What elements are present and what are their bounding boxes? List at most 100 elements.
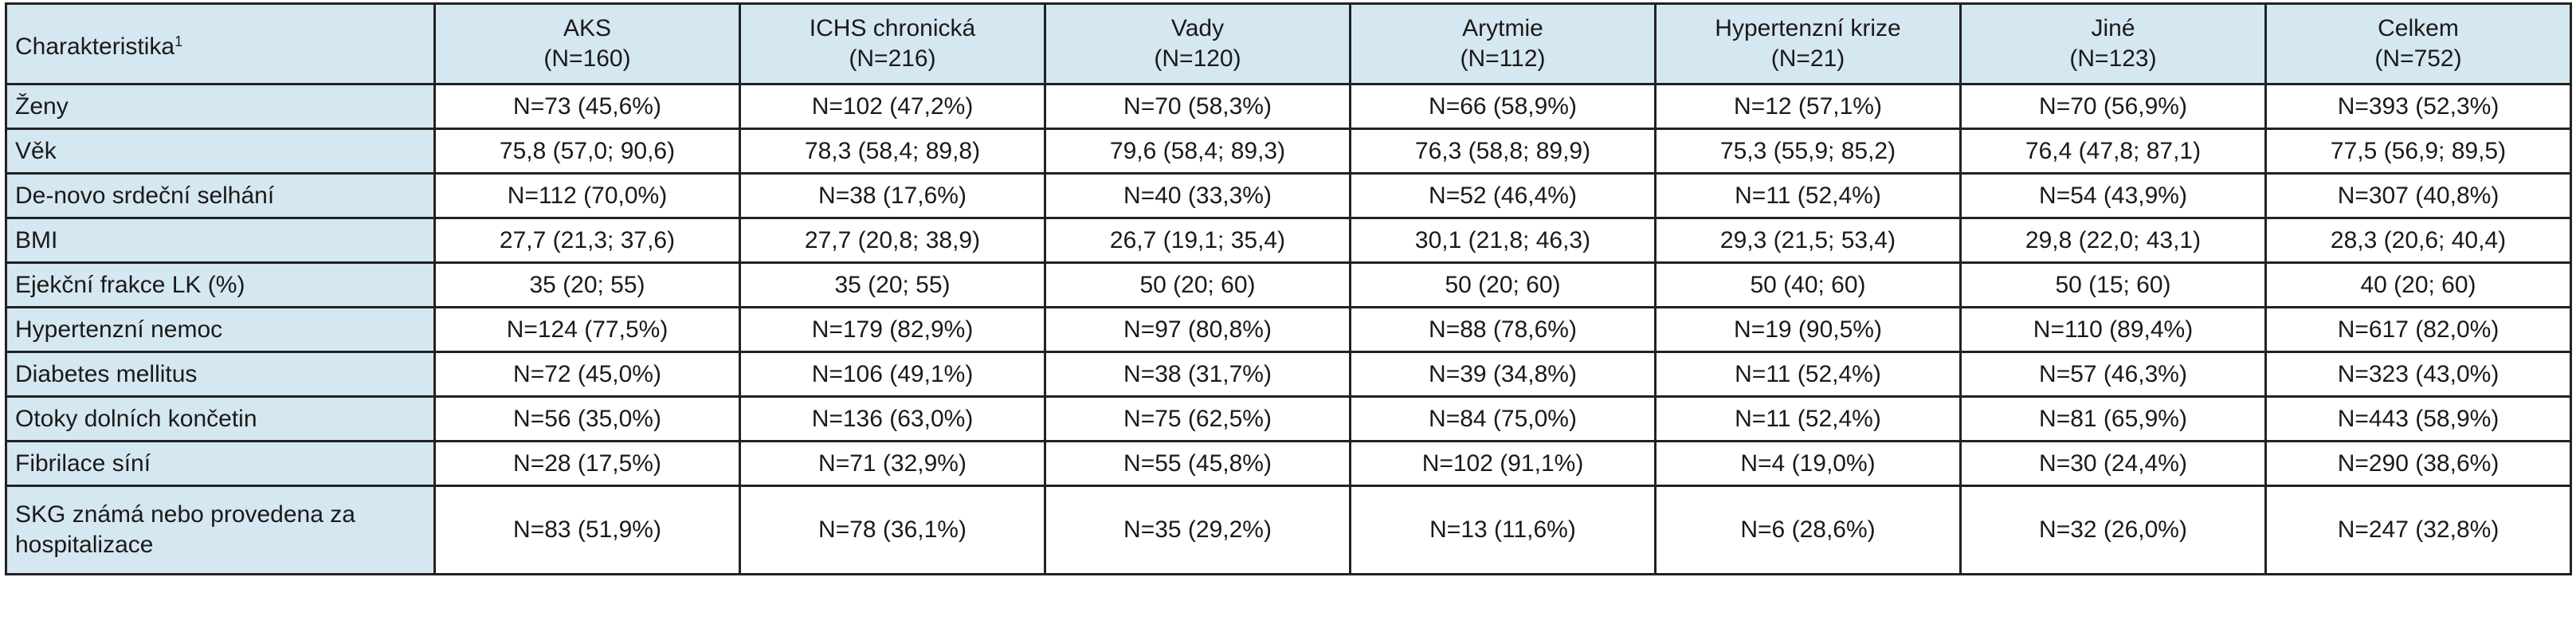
row-label: Věk bbox=[5, 128, 436, 175]
row-label: BMI bbox=[5, 217, 436, 264]
column-header: AKS (N=160) bbox=[433, 2, 741, 85]
table-cell: 35 (20; 55) bbox=[739, 261, 1046, 308]
table-cell: N=35 (29,2%) bbox=[1044, 485, 1351, 575]
row-label: SKG známá nebo provedena za hospitalizac… bbox=[5, 485, 436, 575]
table-cell: N=52 (46,4%) bbox=[1349, 172, 1657, 219]
table-cell: 75,8 (57,0; 90,6) bbox=[433, 128, 741, 175]
table-cell: 28,3 (20,6; 40,4) bbox=[2264, 217, 2572, 264]
table-cell: N=78 (36,1%) bbox=[739, 485, 1046, 575]
table-cell: N=66 (58,9%) bbox=[1349, 83, 1657, 130]
row-label: Diabetes mellitus bbox=[5, 351, 436, 398]
table-cell: 40 (20; 60) bbox=[2264, 261, 2572, 308]
table-cell: 50 (20; 60) bbox=[1349, 261, 1657, 308]
characteristics-table: Charakteristika1 AKS (N=160) ICHS chronic… bbox=[5, 2, 2572, 575]
column-name: Celkem bbox=[2378, 15, 2459, 41]
table-cell: 77,5 (56,9; 89,5) bbox=[2264, 128, 2572, 175]
table-cell: 26,7 (19,1; 35,4) bbox=[1044, 217, 1351, 264]
column-header: Arytmie (N=112) bbox=[1349, 2, 1657, 85]
table-cell: 78,3 (58,4; 89,8) bbox=[739, 128, 1046, 175]
table-cell: N=39 (34,8%) bbox=[1349, 351, 1657, 398]
table-cell: N=28 (17,5%) bbox=[433, 440, 741, 487]
column-count: (N=752) bbox=[2374, 45, 2462, 72]
table-row: Ženy N=73 (45,6%) N=102 (47,2%) N=70 (58,3%… bbox=[5, 83, 2572, 130]
column-name: ICHS chronická bbox=[809, 15, 976, 41]
table-cell: 30,1 (21,8; 46,3) bbox=[1349, 217, 1657, 264]
column-count: (N=112) bbox=[1460, 45, 1546, 72]
row-label: Ejekční frakce LK (%) bbox=[5, 261, 436, 308]
table-cell: 75,3 (55,9; 85,2) bbox=[1654, 128, 1962, 175]
row-label: Otoky dolních končetin bbox=[5, 395, 436, 442]
table-row: BMI 27,7 (21,3; 37,6) 27,7 (20,8; 38,9) 26,… bbox=[5, 217, 2572, 264]
column-name: AKS bbox=[563, 15, 612, 41]
table-cell: 35 (20; 55) bbox=[433, 261, 741, 308]
row-label: Ženy bbox=[5, 83, 436, 130]
table-cell: 27,7 (21,3; 37,6) bbox=[433, 217, 741, 264]
table-cell: N=70 (58,3%) bbox=[1044, 83, 1351, 130]
table-cell: 27,7 (20,8; 38,9) bbox=[739, 217, 1046, 264]
table-row: Ejekční frakce LK (%) 35 (20; 55) 35 (20; … bbox=[5, 261, 2572, 308]
table-row: SKG známá nebo provedena za hospitalizac… bbox=[5, 485, 2572, 575]
table-cell: N=32 (26,0%) bbox=[1959, 485, 2267, 575]
table-cell: N=11 (52,4%) bbox=[1654, 395, 1962, 442]
table-header: Charakteristika1 AKS (N=160) ICHS chronic… bbox=[5, 2, 2572, 85]
header-row: Charakteristika1 AKS (N=160) ICHS chronic… bbox=[5, 2, 2572, 85]
table-cell: N=323 (43,0%) bbox=[2264, 351, 2572, 398]
table-cell: N=84 (75,0%) bbox=[1349, 395, 1657, 442]
table-cell: N=6 (28,6%) bbox=[1654, 485, 1962, 575]
table-cell: 50 (15; 60) bbox=[1959, 261, 2267, 308]
corner-header-cell: Charakteristika1 bbox=[5, 2, 436, 85]
table-row: Fibrilace síní N=28 (17,5%) N=71 (32,9%) N=… bbox=[5, 440, 2572, 487]
column-count: (N=216) bbox=[849, 45, 936, 72]
column-name: Jiné bbox=[2091, 15, 2135, 41]
table-cell: N=70 (56,9%) bbox=[1959, 83, 2267, 130]
table-cell: N=617 (82,0%) bbox=[2264, 306, 2572, 353]
table-cell: N=443 (58,9%) bbox=[2264, 395, 2572, 442]
table-row: Věk 75,8 (57,0; 90,6) 78,3 (58,4; 89,8) 79,… bbox=[5, 128, 2572, 175]
table-cell: 79,6 (58,4; 89,3) bbox=[1044, 128, 1351, 175]
table-cell: N=72 (45,0%) bbox=[433, 351, 741, 398]
table-cell: N=12 (57,1%) bbox=[1654, 83, 1962, 130]
column-name: Hypertenzní krize bbox=[1715, 15, 1901, 41]
table-row: Otoky dolních končetin N=56 (35,0%) N=136 … bbox=[5, 395, 2572, 442]
column-header: Vady (N=120) bbox=[1044, 2, 1351, 85]
table-cell: N=247 (32,8%) bbox=[2264, 485, 2572, 575]
row-label: De-novo srdeční selhání bbox=[5, 172, 436, 219]
footnote-marker: 1 bbox=[174, 33, 183, 49]
table-cell: 29,8 (22,0; 43,1) bbox=[1959, 217, 2267, 264]
table-cell: N=110 (89,4%) bbox=[1959, 306, 2267, 353]
table-cell: N=97 (80,8%) bbox=[1044, 306, 1351, 353]
table-cell: N=88 (78,6%) bbox=[1349, 306, 1657, 353]
table-cell: N=112 (70,0%) bbox=[433, 172, 741, 219]
corner-label: Charakteristika bbox=[15, 33, 175, 60]
table-cell: N=38 (31,7%) bbox=[1044, 351, 1351, 398]
table-cell: N=307 (40,8%) bbox=[2264, 172, 2572, 219]
table-cell: 50 (40; 60) bbox=[1654, 261, 1962, 308]
table-cell: N=136 (63,0%) bbox=[739, 395, 1046, 442]
table-cell: N=73 (45,6%) bbox=[433, 83, 741, 130]
table-cell: N=19 (90,5%) bbox=[1654, 306, 1962, 353]
column-count: (N=120) bbox=[1154, 45, 1241, 72]
column-count: (N=21) bbox=[1770, 45, 1845, 72]
table-cell: N=56 (35,0%) bbox=[433, 395, 741, 442]
table-cell: N=81 (65,9%) bbox=[1959, 395, 2267, 442]
table-cell: N=40 (33,3%) bbox=[1044, 172, 1351, 219]
table-cell: 50 (20; 60) bbox=[1044, 261, 1351, 308]
table-row: Diabetes mellitus N=72 (45,0%) N=106 (49,1… bbox=[5, 351, 2572, 398]
table-cell: N=57 (46,3%) bbox=[1959, 351, 2267, 398]
column-header: ICHS chronická (N=216) bbox=[739, 2, 1046, 85]
column-name: Arytmie bbox=[1462, 15, 1543, 41]
column-count: (N=160) bbox=[543, 45, 631, 72]
table-cell: N=55 (45,8%) bbox=[1044, 440, 1351, 487]
column-header: Jiné (N=123) bbox=[1959, 2, 2267, 85]
column-header: Hypertenzní krize (N=21) bbox=[1654, 2, 1962, 85]
table-cell: N=30 (24,4%) bbox=[1959, 440, 2267, 487]
table-cell: N=4 (19,0%) bbox=[1654, 440, 1962, 487]
table-cell: N=102 (47,2%) bbox=[739, 83, 1046, 130]
row-label: Hypertenzní nemoc bbox=[5, 306, 436, 353]
column-name: Vady bbox=[1170, 15, 1225, 41]
table-cell: N=11 (52,4%) bbox=[1654, 351, 1962, 398]
column-count: (N=123) bbox=[2069, 45, 2157, 72]
table-cell: N=11 (52,4%) bbox=[1654, 172, 1962, 219]
table-cell: N=179 (82,9%) bbox=[739, 306, 1046, 353]
table-row: Hypertenzní nemoc N=124 (77,5%) N=179 (82,… bbox=[5, 306, 2572, 353]
